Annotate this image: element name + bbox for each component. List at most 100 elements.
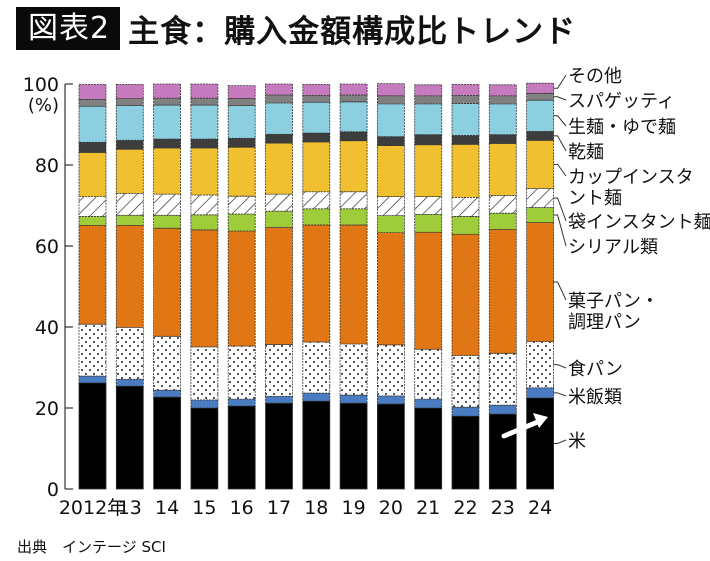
bar-segment: [376, 232, 405, 346]
bar-segment: [153, 104, 182, 140]
bar-segment: [526, 92, 554, 101]
bar-segment: [265, 193, 293, 212]
legend-leader-line: [553, 439, 567, 444]
x-tick-label: 15: [192, 497, 216, 519]
x-tick-label: 18: [304, 497, 328, 519]
bar-segment: [414, 196, 443, 215]
bar-segment: [376, 344, 405, 397]
bar-segment: [190, 147, 219, 196]
legend-label: 袋インスタント麺: [568, 212, 710, 233]
y-unit-label: (%): [28, 95, 59, 116]
bar-segment: [302, 341, 331, 394]
legend-entry: 食パン: [553, 359, 623, 380]
bar-segment: [302, 208, 331, 226]
bar-stack: [488, 84, 517, 490]
bar-segment: [153, 335, 182, 391]
legend-label: 米: [568, 431, 586, 452]
bar-segment: [265, 83, 293, 96]
bar-segment: [265, 395, 293, 404]
bar-segment: [414, 407, 443, 490]
bar-segment: [339, 208, 368, 226]
bar-segment: [153, 147, 182, 195]
legend-label: 菓子パン・: [568, 291, 659, 312]
bar-segment: [339, 224, 368, 345]
bar-segment: [78, 98, 107, 107]
bar-segment: [78, 152, 107, 197]
bar-segment: [451, 216, 480, 235]
bar-segment: [190, 104, 219, 140]
bar-segment: [414, 398, 443, 409]
legend-entry: 米飯類: [553, 387, 622, 408]
bar-stack: [302, 84, 331, 490]
bar-segment: [190, 97, 219, 106]
bar-segment: [153, 214, 182, 229]
bar-segment: [227, 98, 256, 106]
bar-segment: [339, 94, 368, 103]
legend-label: 米飯類: [568, 387, 622, 408]
bar-segment: [115, 139, 144, 150]
bar-segment: [451, 415, 480, 490]
bar-segment: [265, 344, 293, 397]
trend-arrow: [501, 413, 548, 439]
x-tick-label: 23: [491, 497, 515, 519]
bar-segment: [153, 193, 182, 216]
bar-segment: [302, 84, 331, 96]
trend-arrow-head: [533, 413, 548, 428]
bar-stack: [78, 84, 107, 490]
bar-segment: [339, 394, 368, 404]
legend-leader-line: [553, 197, 567, 222]
bar-segment: [115, 378, 144, 387]
bar-segment: [414, 84, 443, 97]
legend-label: 調理パン: [568, 312, 641, 333]
trend-arrow-shaft: [501, 418, 543, 439]
bar-segment: [302, 94, 331, 103]
bar-stack: [190, 83, 219, 490]
bar-segment: [526, 139, 554, 189]
bar-segment: [414, 95, 443, 105]
bar-segment: [265, 226, 293, 345]
bar-stack: [414, 84, 443, 490]
bar-segment: [302, 400, 331, 490]
legend-leader-line: [553, 281, 567, 301]
bar-segment: [376, 136, 405, 146]
x-tick-label: 14: [155, 497, 179, 519]
x-tick-label: 19: [342, 497, 366, 519]
bar-segment: [526, 82, 554, 94]
bar-segment: [451, 94, 480, 104]
figure-number-badge: 図表2: [16, 7, 121, 50]
bar-segment: [190, 399, 219, 409]
bar-segment: [227, 195, 256, 215]
y-tick-label: 80: [35, 155, 59, 177]
y-tick-label: 40: [35, 317, 59, 339]
bar-segment: [488, 95, 517, 105]
legend-label: 食パン: [568, 359, 623, 380]
bar-segment: [526, 207, 554, 223]
bar-segment: [190, 346, 219, 401]
legend-entry: シリアル類: [553, 214, 658, 258]
bar-segment: [376, 196, 405, 217]
legend-entry: 米: [553, 431, 586, 452]
source-note: 出典 インテージ SCI: [17, 538, 166, 556]
legend-label: 乾麺: [568, 142, 604, 163]
bar-segment: [376, 145, 405, 197]
bar-segment: [376, 395, 405, 405]
bar-segment: [414, 134, 443, 146]
bar-segment: [488, 212, 517, 230]
bar-segment: [227, 85, 256, 99]
bar-segment: [526, 387, 554, 399]
bar-segment: [115, 385, 144, 490]
bar-segment: [78, 382, 107, 490]
bar-stack: [526, 82, 554, 490]
bar-segment: [190, 138, 219, 149]
legend-entry: 生麺・ゆで麺: [553, 115, 676, 138]
bar-segment: [488, 134, 517, 144]
bar-segment: [339, 402, 368, 490]
bar-segment: [451, 135, 480, 145]
bar-segment: [451, 84, 480, 96]
bar-segment: [265, 102, 293, 135]
bar-segment: [302, 141, 331, 193]
x-tick-label: 2012年: [59, 497, 126, 519]
bar-stack: [227, 85, 256, 490]
legend-entry: 袋インスタント麺: [553, 197, 710, 233]
